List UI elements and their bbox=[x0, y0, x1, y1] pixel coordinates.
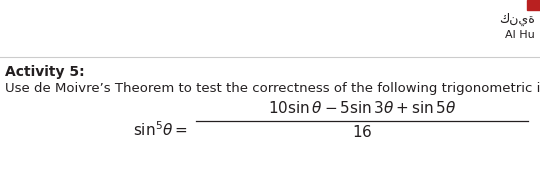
Text: $\sin^5\!\theta =$: $\sin^5\!\theta =$ bbox=[133, 121, 188, 139]
Text: Use de Moivre’s Theorem to test the correctness of the following trigonometric i: Use de Moivre’s Theorem to test the corr… bbox=[5, 82, 540, 95]
Text: $10\sin\theta - 5\sin 3\theta + \sin 5\theta$: $10\sin\theta - 5\sin 3\theta + \sin 5\t… bbox=[268, 100, 456, 116]
Bar bbox=[527, 0, 540, 10]
Text: $16$: $16$ bbox=[352, 124, 372, 140]
Text: Activity 5:: Activity 5: bbox=[5, 65, 85, 79]
Text: Al Hu: Al Hu bbox=[505, 30, 535, 40]
Text: كنية: كنية bbox=[499, 13, 535, 26]
